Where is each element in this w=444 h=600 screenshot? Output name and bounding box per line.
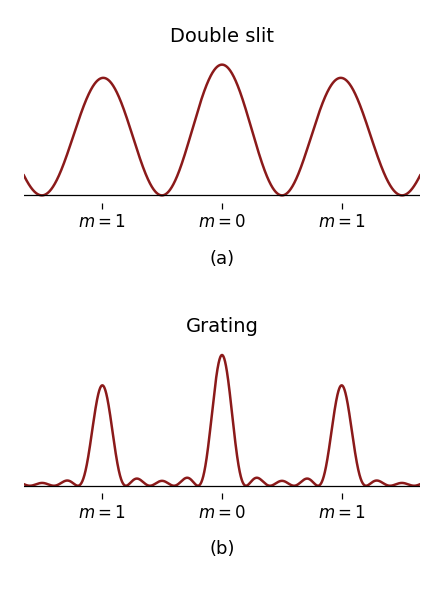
Text: (a): (a) xyxy=(210,250,234,268)
Text: (b): (b) xyxy=(209,540,235,558)
Title: Double slit: Double slit xyxy=(170,27,274,46)
Title: Grating: Grating xyxy=(186,317,258,337)
